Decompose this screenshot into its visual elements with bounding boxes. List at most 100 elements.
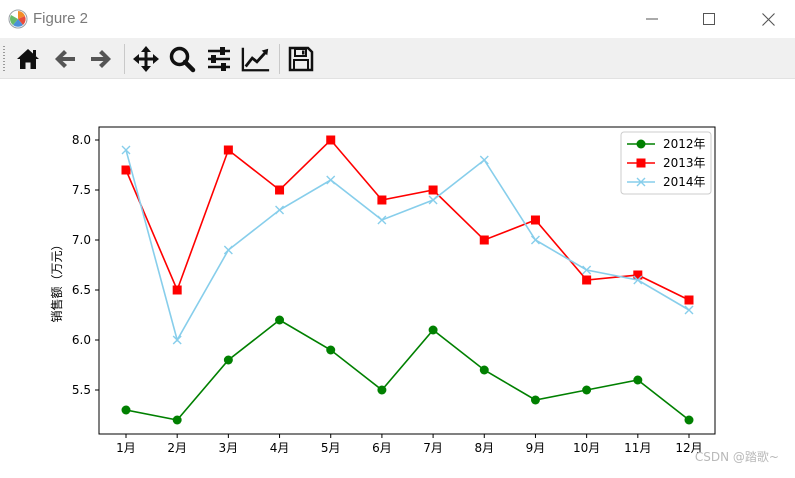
data-point	[172, 415, 182, 425]
y-tick-label: 8.0	[72, 133, 91, 147]
x-tick-label: 2月	[167, 441, 187, 455]
data-point	[636, 158, 646, 168]
x-tick-label: 4月	[270, 441, 290, 455]
data-point	[633, 270, 643, 280]
toolbar-grip	[3, 46, 5, 72]
close-icon	[761, 12, 775, 26]
data-point	[582, 275, 592, 285]
y-tick-label: 7.0	[72, 233, 91, 247]
data-point	[172, 285, 182, 295]
x-tick-label: 9月	[526, 441, 546, 455]
y-tick-label: 6.5	[72, 283, 91, 297]
minimize-button[interactable]	[629, 0, 675, 38]
pan-move-icon	[133, 46, 159, 72]
data-point	[326, 175, 336, 185]
data-point	[684, 295, 694, 305]
data-point	[684, 415, 694, 425]
x-tick-label: 3月	[219, 441, 239, 455]
x-tick-label: 12月	[675, 441, 702, 455]
x-tick-label: 6月	[372, 441, 392, 455]
data-point	[479, 155, 489, 165]
legend: 2012年 2013年 2014年	[620, 131, 712, 195]
x-tick-label: 1月	[116, 441, 136, 455]
x-tick-label: 11月	[624, 441, 651, 455]
data-point	[121, 165, 131, 175]
data-point	[530, 395, 540, 405]
data-point	[377, 195, 387, 205]
window-title: Figure 2	[33, 10, 89, 27]
data-point	[121, 145, 131, 155]
x-tick-label: 10月	[573, 441, 600, 455]
x-tick-label: 5月	[321, 441, 341, 455]
zoom-button[interactable]	[167, 44, 197, 74]
data-point	[636, 177, 646, 187]
series-line	[125, 149, 690, 343]
y-tick-label: 7.5	[72, 183, 91, 197]
legend-label: 2013年	[663, 156, 706, 170]
data-point	[479, 235, 489, 245]
data-point	[172, 335, 182, 345]
forward-arrow-icon	[91, 50, 111, 68]
minimize-icon	[646, 18, 658, 20]
y-tick-label: 5.5	[72, 383, 91, 397]
x-tick-label: 8月	[474, 441, 494, 455]
data-point	[223, 355, 233, 365]
maximize-button[interactable]	[686, 0, 732, 38]
configure-subplots-button[interactable]	[204, 44, 234, 74]
data-point	[326, 135, 336, 145]
watermark-text: CSDN @踏歌~	[694, 450, 779, 464]
back-button[interactable]	[50, 44, 80, 74]
data-point	[377, 215, 387, 225]
data-point	[275, 315, 285, 325]
y-tick-label: 6.0	[72, 333, 91, 347]
data-point	[530, 215, 540, 225]
matplotlib-logo-icon	[8, 9, 28, 29]
toolbar-separator	[124, 44, 125, 74]
plot-frame	[98, 126, 716, 435]
data-point	[428, 185, 438, 195]
line-chart: 1月 2月 3月 4月 5月 6月 7月 8月 9月 10月 11月 12月 5.5 6.0 6.5 7.0 7…	[49, 126, 716, 455]
data-point	[326, 345, 336, 355]
edit-axis-button[interactable]	[241, 44, 271, 74]
data-point	[428, 195, 438, 205]
data-point	[684, 305, 694, 315]
data-point	[428, 325, 438, 335]
data-point	[633, 375, 643, 385]
zoom-magnifier-icon	[169, 46, 196, 73]
series-line	[125, 138, 690, 301]
edit-axis-chart-icon	[241, 47, 270, 72]
navigation-toolbar	[0, 39, 795, 79]
data-point	[479, 365, 489, 375]
data-point	[275, 205, 285, 215]
data-point	[223, 245, 233, 255]
series-2013年	[121, 135, 694, 305]
subplots-sliders-icon	[208, 47, 230, 71]
close-button[interactable]	[745, 0, 791, 38]
legend-label: 2014年	[663, 175, 706, 189]
data-point	[530, 235, 540, 245]
home-button[interactable]	[13, 44, 43, 74]
legend-label: 2012年	[663, 137, 706, 151]
home-icon	[17, 49, 39, 69]
maximize-icon	[703, 13, 715, 25]
y-axis-label: 销售额（万元）	[49, 238, 64, 322]
series-2012年	[121, 315, 694, 425]
data-point	[582, 385, 592, 395]
save-floppy-icon	[288, 46, 314, 72]
figure-canvas[interactable]: 1月 2月 3月 4月 5月 6月 7月 8月 9月 10月 11月 12月 5.5 6.0 6.5 7.0 7…	[0, 79, 795, 474]
title-bar: Figure 2	[0, 0, 795, 39]
x-tick-label: 7月	[423, 441, 443, 455]
forward-button[interactable]	[86, 44, 116, 74]
data-point	[633, 275, 643, 285]
data-point	[582, 265, 592, 275]
series-line	[125, 319, 690, 421]
pan-button[interactable]	[131, 44, 161, 74]
data-point	[121, 405, 131, 415]
data-point	[223, 145, 233, 155]
data-point	[636, 139, 646, 149]
save-button[interactable]	[286, 44, 316, 74]
series-2014年	[121, 145, 694, 345]
toolbar-separator	[279, 44, 280, 74]
data-point	[275, 185, 285, 195]
back-arrow-icon	[55, 50, 75, 68]
